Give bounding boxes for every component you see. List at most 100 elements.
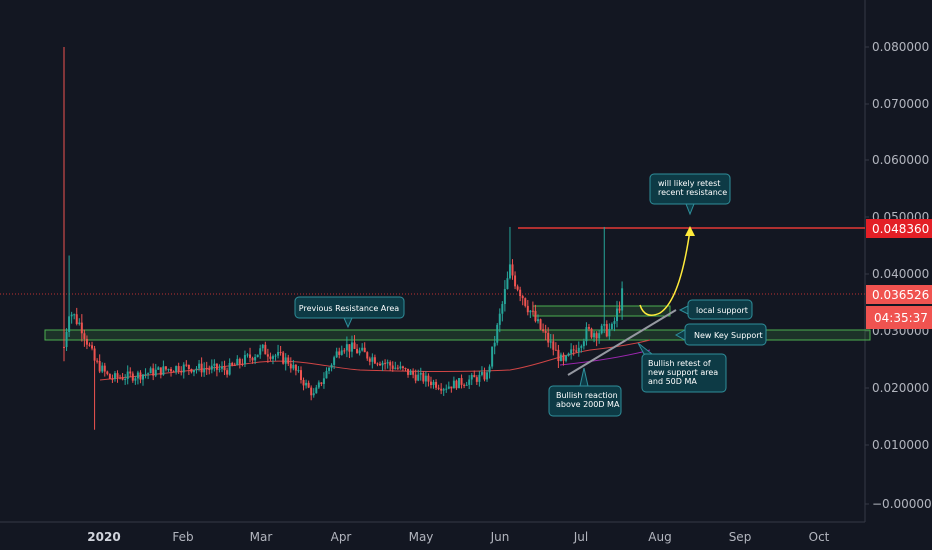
candle-body xyxy=(529,310,532,313)
candle-body xyxy=(277,352,280,356)
candle-body xyxy=(259,348,262,355)
callout-bullish-reaction[interactable]: Bullish reaction above 200D MA xyxy=(548,367,622,417)
projection-path xyxy=(639,229,691,316)
candle-body xyxy=(180,371,183,373)
candle-body xyxy=(126,371,129,379)
candle-body xyxy=(366,352,369,359)
candle-body xyxy=(616,308,618,322)
candle-body xyxy=(317,382,320,388)
price-axis-ticks: 0.0800000.0700000.0600000.0500000.040000… xyxy=(865,40,932,511)
candle-body xyxy=(547,332,550,343)
candle-body xyxy=(554,349,557,351)
candle-body xyxy=(544,331,547,333)
callout-new-key-support[interactable]: New Key Support xyxy=(674,323,767,346)
time-tick-label: Jul xyxy=(573,530,588,544)
time-tick-label: Aug xyxy=(648,530,671,544)
callout-bullish-retest-line-3: and 50D MA xyxy=(648,377,697,386)
candle-body xyxy=(552,341,555,350)
candle-body xyxy=(170,369,173,372)
candle-body xyxy=(404,368,407,370)
candle-body xyxy=(539,319,542,330)
candle-body xyxy=(152,368,155,376)
candle-body xyxy=(356,348,359,354)
candle-body xyxy=(251,357,254,361)
callout-previous-resistance[interactable]: Previous Resistance Area xyxy=(294,296,405,329)
candle-body xyxy=(129,371,132,374)
candle-body xyxy=(101,365,104,372)
candle-body xyxy=(147,373,150,375)
candle-body xyxy=(297,370,300,372)
candle-body xyxy=(391,365,394,369)
candle-body xyxy=(103,365,106,372)
resistance-price-tag: 0.048360 xyxy=(866,219,932,238)
candle-body xyxy=(498,313,501,325)
candle-body xyxy=(565,355,568,361)
candle-body xyxy=(582,341,585,347)
candle-body xyxy=(167,369,170,371)
current-price-text: 0.036526 xyxy=(872,288,929,302)
candle-body xyxy=(424,375,427,382)
candle-body xyxy=(254,357,257,361)
candle-body xyxy=(483,372,486,380)
candle-body xyxy=(412,371,415,375)
countdown-text: 04:35:37 xyxy=(874,311,928,325)
candle-body xyxy=(231,363,234,365)
projection-arrow-icon xyxy=(685,226,695,236)
callout-bullish-retest[interactable]: Bullish retest of new support area and 5… xyxy=(637,342,727,393)
candle-body xyxy=(608,328,611,337)
candle-body xyxy=(343,350,346,352)
candle-body xyxy=(350,342,353,352)
candle-body xyxy=(261,344,264,349)
candle-body xyxy=(330,364,333,368)
price-tick-label: 0.010000 xyxy=(872,438,929,452)
candle-body xyxy=(333,357,336,365)
time-tick-label: 2020 xyxy=(87,530,120,544)
candle-body xyxy=(503,289,506,305)
new-key-support-zone xyxy=(44,329,871,341)
callout-likely-retest[interactable]: will likely retest recent resistance xyxy=(649,173,731,216)
candle-body xyxy=(310,387,313,396)
candle-body xyxy=(226,370,229,375)
candle-body xyxy=(274,355,277,357)
candle-body xyxy=(91,345,94,349)
candle-body xyxy=(394,367,397,369)
price-tick-label: 0.060000 xyxy=(872,153,929,167)
candle-body xyxy=(190,369,193,373)
candle-body xyxy=(465,384,468,386)
candle-body xyxy=(414,374,417,381)
candle-body xyxy=(85,338,88,345)
candle-body xyxy=(496,324,499,343)
callout-likely-retest-line-2: recent resistance xyxy=(658,188,727,197)
candle-body xyxy=(221,366,223,369)
candle-body xyxy=(271,356,274,359)
candle-body xyxy=(335,351,338,358)
candle-body xyxy=(537,319,539,322)
candle-body xyxy=(379,363,381,366)
candle-body xyxy=(409,371,412,375)
candle-body xyxy=(580,346,583,348)
callout-local-support[interactable]: local support xyxy=(678,299,753,320)
countdown-tag: 04:35:37 xyxy=(866,306,932,329)
candle-body xyxy=(215,363,218,370)
candle-body xyxy=(435,381,438,388)
candle-body xyxy=(506,278,509,290)
candle-body xyxy=(164,366,167,370)
candle-body xyxy=(96,360,99,362)
candle-body xyxy=(562,354,565,361)
candle-body xyxy=(508,264,511,279)
candle-body xyxy=(269,356,272,359)
candle-body xyxy=(177,366,180,372)
candle-body xyxy=(213,363,216,366)
candle-body xyxy=(478,374,481,382)
candle-body xyxy=(577,347,580,352)
candle-body xyxy=(292,364,295,369)
callout-bullish-retest-line-2: new support area xyxy=(648,368,718,377)
candle-body xyxy=(136,372,139,379)
candle-body xyxy=(73,314,76,316)
candle-body xyxy=(396,367,399,369)
callout-new-key-support-text: New Key Support xyxy=(694,331,763,340)
candle-body xyxy=(256,354,259,358)
candle-body xyxy=(358,350,361,354)
